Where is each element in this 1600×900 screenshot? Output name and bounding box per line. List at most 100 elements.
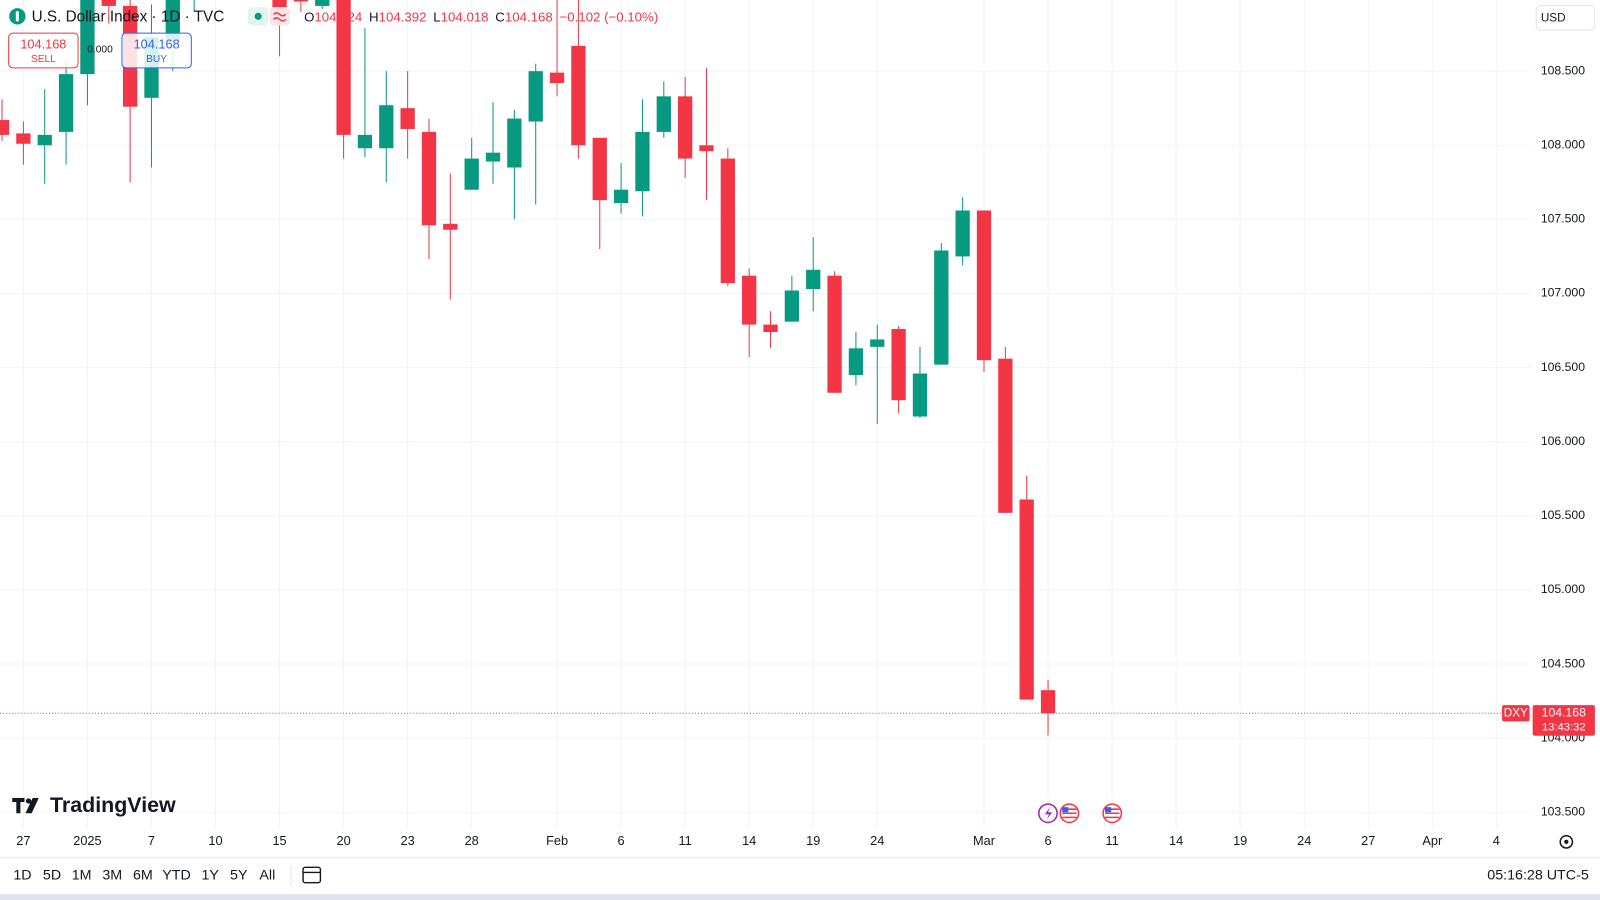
candle-body xyxy=(421,131,437,226)
candle-body xyxy=(464,158,479,190)
y-tick-label: 107.500 xyxy=(1541,212,1585,226)
sell-button[interactable] xyxy=(8,32,79,69)
candle-body xyxy=(379,105,394,149)
candle-body xyxy=(912,373,928,417)
y-tick-label: 104.500 xyxy=(1541,656,1585,670)
symbol-title[interactable]: U.S. Dollar Index · 1D · TVC xyxy=(32,8,225,25)
settings-icon[interactable] xyxy=(1559,834,1574,849)
range-button[interactable]: 5D xyxy=(43,867,61,883)
x-tick-label: 11 xyxy=(1105,833,1118,848)
candle-body xyxy=(0,120,10,135)
x-tick-label: 27 xyxy=(1361,833,1375,848)
candle-body xyxy=(635,131,650,192)
x-tick-label: 28 xyxy=(465,833,479,848)
candle-body xyxy=(699,145,714,152)
x-tick-label: 19 xyxy=(806,833,820,848)
brand-name[interactable]: TradingView xyxy=(50,793,176,817)
event-flag-canton xyxy=(1062,807,1069,813)
candle-body xyxy=(827,275,842,393)
symbol-icon-mark xyxy=(15,11,19,22)
candle-body xyxy=(656,96,671,132)
x-tick-label: 23 xyxy=(401,833,415,848)
x-tick-label: 2025 xyxy=(73,833,101,848)
currency-button[interactable] xyxy=(1535,5,1595,31)
open-value: 104.324 xyxy=(314,9,362,24)
spread: 0.000 xyxy=(87,45,113,56)
candle-body xyxy=(293,0,309,2)
data-status[interactable] xyxy=(269,7,290,26)
candle-body xyxy=(613,189,629,204)
candle-body xyxy=(848,348,864,376)
price-tag-value: 104.168 xyxy=(1542,705,1586,719)
x-tick-label: 4 xyxy=(1493,833,1500,848)
candle-body xyxy=(1040,690,1056,714)
high-value: 104.392 xyxy=(379,9,427,24)
candle-body xyxy=(720,158,735,284)
candle-body xyxy=(763,324,778,333)
candle-body xyxy=(998,358,1013,513)
low-label: L xyxy=(433,9,440,24)
range-button[interactable]: All xyxy=(259,867,275,883)
x-tick-label: Feb xyxy=(546,833,568,848)
close-value: 104.168 xyxy=(505,9,553,24)
candle-body xyxy=(58,74,74,132)
candle-body xyxy=(592,137,607,201)
range-button[interactable]: 1M xyxy=(72,867,92,883)
buy-button[interactable] xyxy=(121,32,192,69)
candle-body xyxy=(891,329,906,401)
toolbar: 1D 5D 1M 3M 6M YTD 1Y 5Y All xyxy=(13,867,275,883)
candle-body xyxy=(357,134,373,149)
candle-body xyxy=(80,0,95,75)
x-tick-label: 14 xyxy=(1169,833,1183,848)
event-icon-bolt xyxy=(1044,807,1053,820)
candle-body xyxy=(784,290,800,322)
candle-body xyxy=(16,133,31,144)
price-tag xyxy=(1532,705,1595,736)
y-tick-label: 103.500 xyxy=(1541,805,1585,819)
x-tick-label: 6 xyxy=(618,833,625,848)
y-tick-label: 107.000 xyxy=(1541,286,1585,300)
candle-body xyxy=(443,223,458,230)
candle-body xyxy=(934,250,949,365)
brand-logo-slash xyxy=(25,797,39,814)
brand-logo-dot xyxy=(25,798,32,804)
ohlc-legend: O104.324 H104.392 L104.018 C104.168 −0.1… xyxy=(304,9,658,24)
x-tick-label: 10 xyxy=(208,833,222,848)
range-button[interactable]: 5Y xyxy=(230,867,248,883)
range-button[interactable]: 1D xyxy=(13,867,31,883)
y-tick-label: 106.000 xyxy=(1541,434,1585,448)
range-button[interactable]: 1Y xyxy=(201,867,219,883)
candle-body xyxy=(1019,499,1034,700)
candle-body xyxy=(870,339,885,347)
x-tick-label: Apr xyxy=(1422,833,1443,848)
range-button[interactable]: 3M xyxy=(102,867,122,883)
candle-body xyxy=(571,45,586,146)
high-label: H xyxy=(369,9,379,24)
x-tick-label: 24 xyxy=(870,833,884,848)
candle-body xyxy=(528,71,543,122)
event-flag-canton xyxy=(1105,807,1112,813)
range-button[interactable]: 6M xyxy=(133,867,153,883)
x-tick-label: 7 xyxy=(148,833,155,848)
settings-icon-center xyxy=(1564,839,1569,844)
symbol-tag xyxy=(1502,705,1530,722)
clock[interactable]: 05:16:28 UTC-5 xyxy=(1487,867,1589,883)
date-range-icon[interactable] xyxy=(302,866,322,884)
x-tick-label: 27 xyxy=(16,833,30,848)
candle-body xyxy=(101,0,116,6)
candle-body xyxy=(336,0,351,135)
x-tick-label: 20 xyxy=(336,833,350,848)
x-tick-label: 19 xyxy=(1233,833,1247,848)
close-label: C xyxy=(495,9,505,24)
candle-body xyxy=(549,72,565,84)
y-tick-label: 105.500 xyxy=(1541,508,1585,522)
y-tick-label: 108.000 xyxy=(1541,137,1585,151)
market-status-dot xyxy=(254,12,262,20)
x-tick-label: 24 xyxy=(1297,833,1311,848)
currency: USD xyxy=(1541,11,1566,24)
range-button[interactable]: YTD xyxy=(162,867,191,883)
candle-body xyxy=(976,210,992,361)
